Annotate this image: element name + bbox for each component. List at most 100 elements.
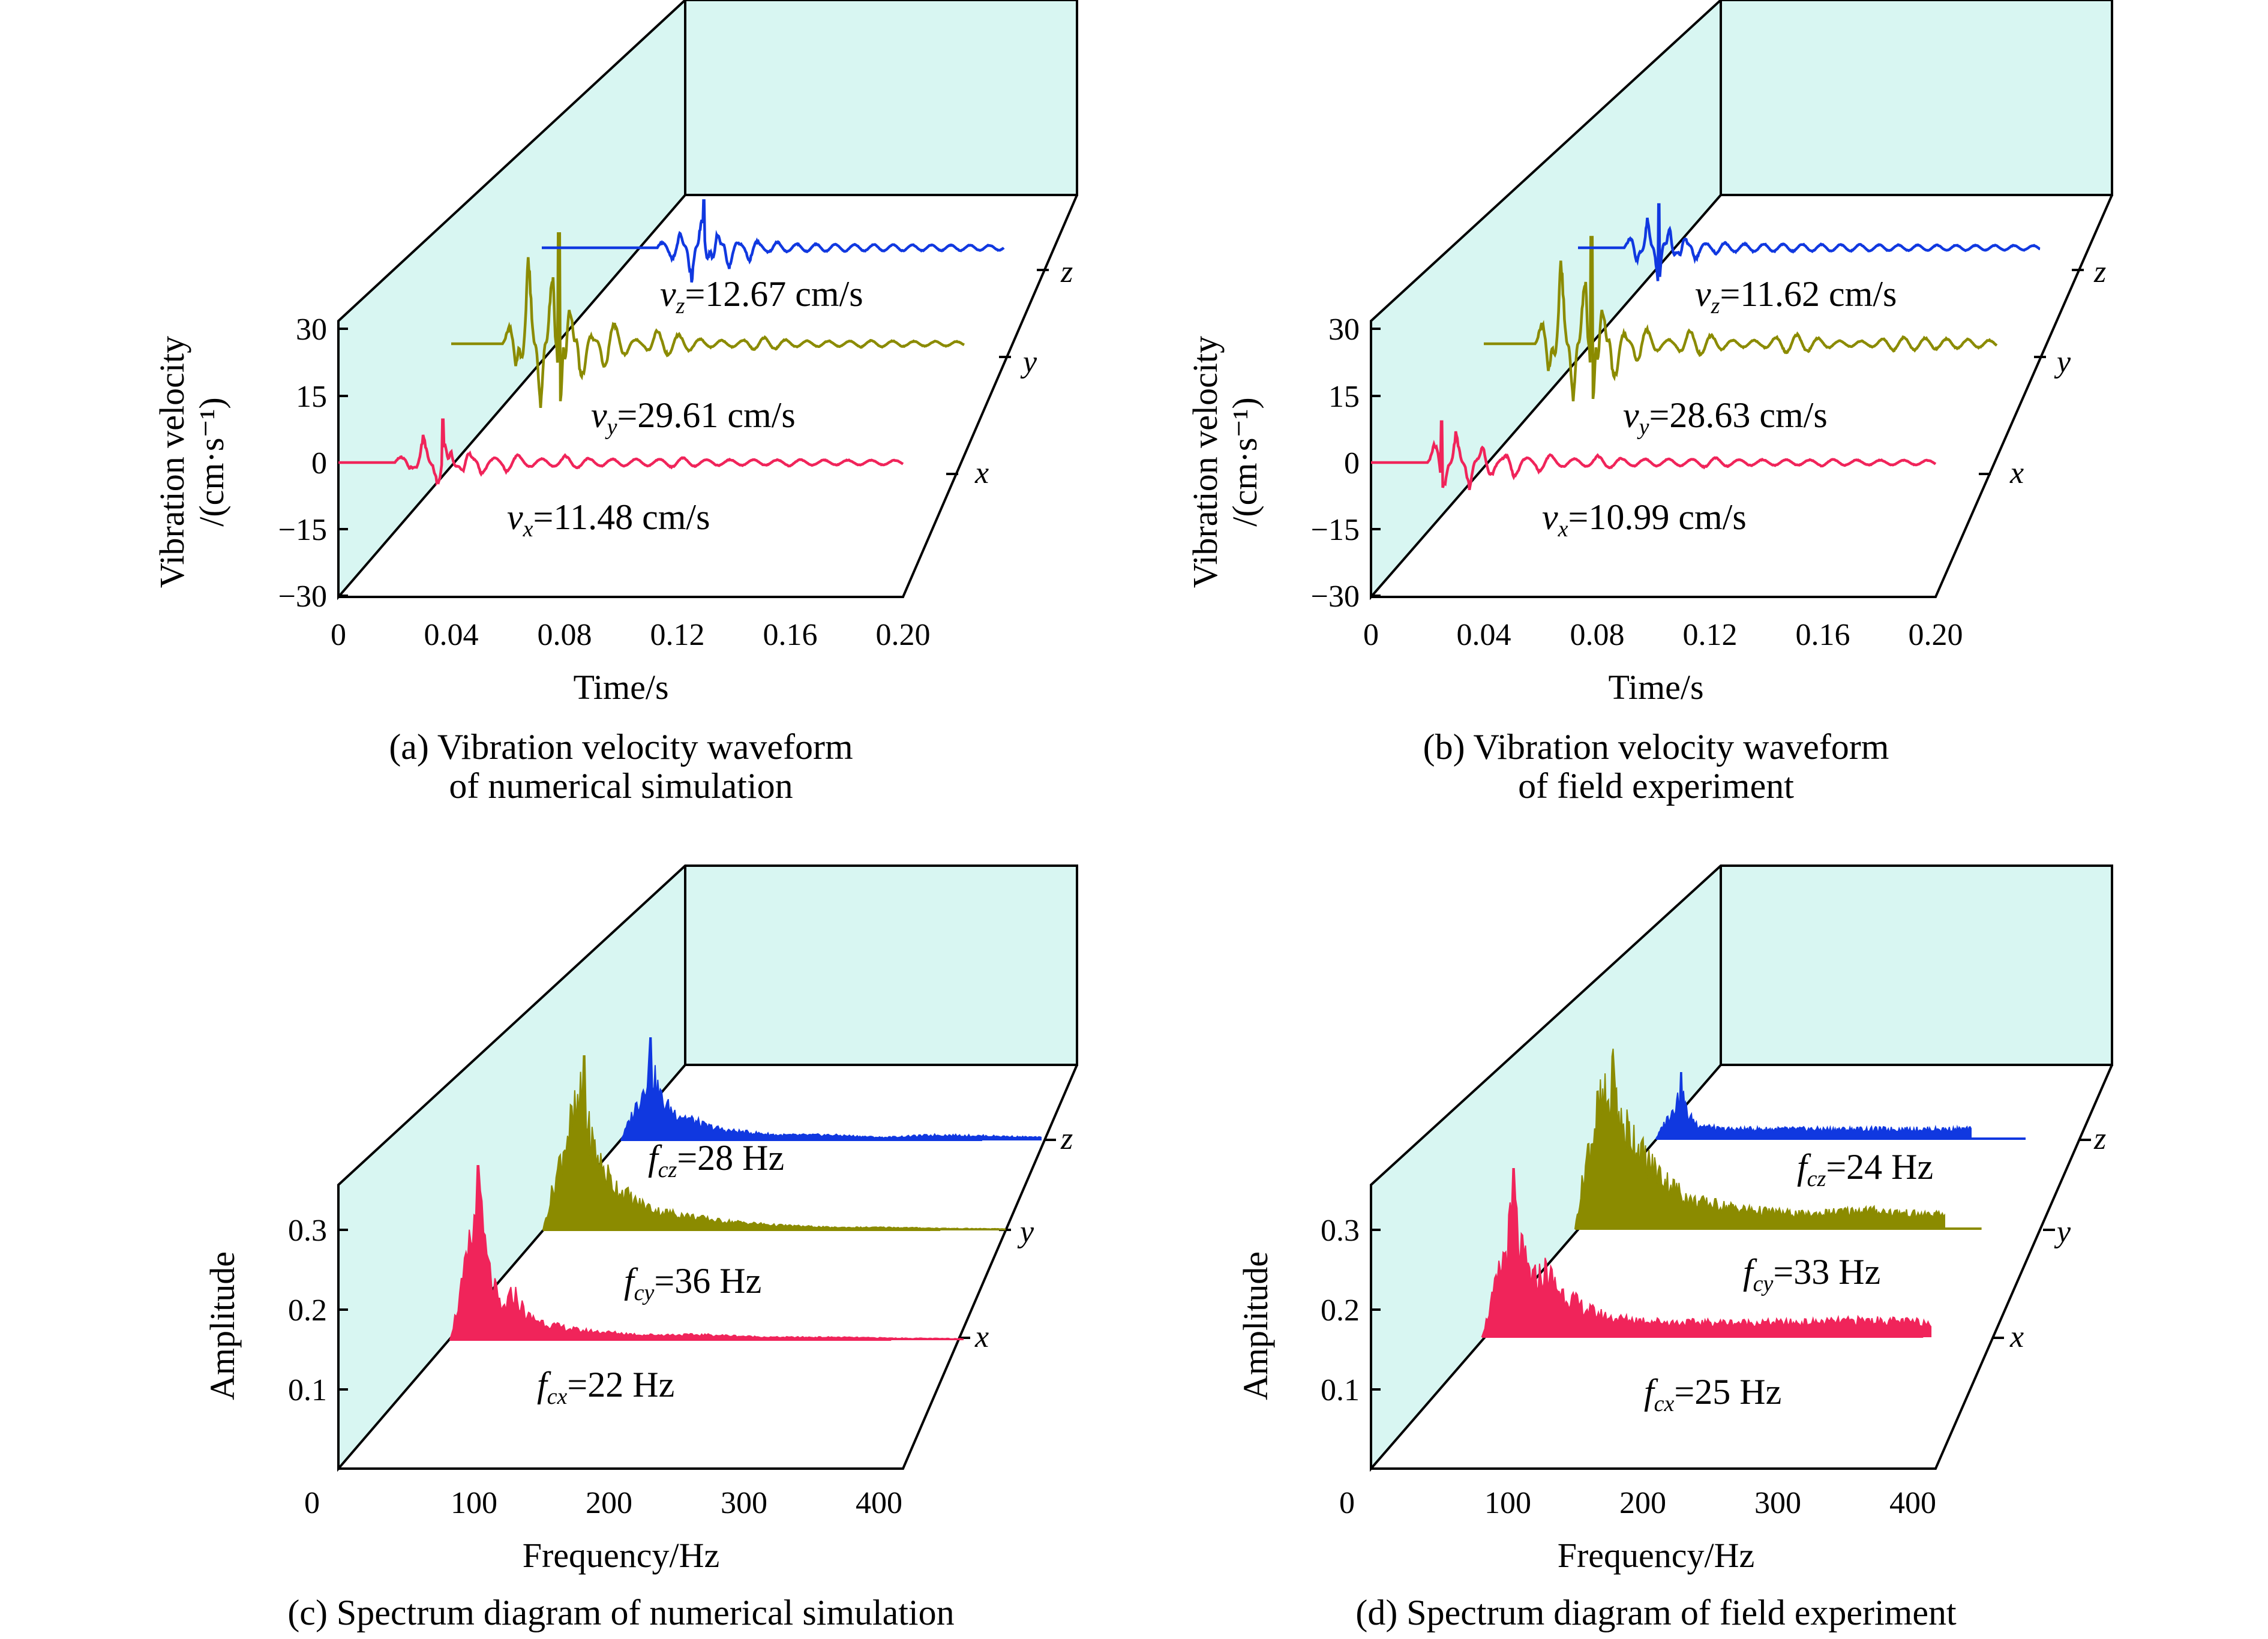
xtick-label: 0 (331, 618, 346, 652)
waveform-x (1371, 420, 1937, 491)
ytick-label: 30 (1328, 313, 1360, 347)
depth-label-y: y (2054, 345, 2071, 379)
waveform-z (1578, 203, 2041, 281)
panel-b-waveforms (1371, 203, 2041, 491)
ytick-label: −15 (278, 513, 327, 547)
annotation-vx: vx=10.99 cm/s (1542, 497, 1747, 542)
xtick-label: 0 (304, 1486, 320, 1520)
panel-c-caption: (c) Spectrum diagram of numerical simula… (287, 1593, 954, 1632)
panel-b-depth-axis: x y z (1979, 255, 2106, 490)
panel-d-spectra (1481, 1048, 2026, 1338)
panel-a-frame (337, 0, 1078, 598)
waveform-z (542, 199, 1005, 283)
depth-label-x: x (974, 1320, 989, 1354)
annotation-vz: vz=11.62 cm/s (1695, 274, 1897, 319)
annotation-fy: fcy=36 Hz (624, 1261, 761, 1305)
xtick-label: 0 (1339, 1486, 1355, 1520)
depth-label-y: y (1017, 1215, 1034, 1249)
ytick-label: 15 (296, 380, 327, 414)
depth-label-z: z (2093, 1122, 2106, 1156)
xtick-label: 300 (721, 1486, 767, 1520)
annotation-vx: vx=11.48 cm/s (507, 497, 710, 542)
panel-c-frame (337, 866, 1078, 1470)
panel-a-x-ticks: 0 0.04 0.08 0.12 0.16 0.20 (331, 618, 931, 652)
panel-b-xlabel: Time/s (1608, 668, 1703, 707)
ytick-label: 30 (296, 313, 327, 347)
ytick-label: −30 (278, 580, 327, 614)
ytick-label: 15 (1328, 380, 1360, 414)
panel-a-caption-line2: of numerical simulation (449, 766, 793, 806)
annotation-vy: vy=29.61 cm/s (591, 395, 796, 440)
xtick-label: 400 (1889, 1486, 1936, 1520)
panel-c-spectra (449, 1037, 1042, 1341)
panel-d: 0.3 0.2 0.1 0 100 200 300 400 x y z fcz=… (1236, 864, 2113, 1632)
panel-a: 30 15 0 −15 −30 0 0.04 0.08 0.12 0.16 0.… (152, 0, 1078, 806)
spectrum-y (542, 1055, 1006, 1230)
ytick-label: 0 (1344, 446, 1360, 481)
panel-b-frame (1370, 0, 2113, 598)
panel-a-y-ticks: 30 15 0 −15 −30 (278, 313, 348, 614)
xtick-label: 0.12 (1683, 618, 1738, 652)
panel-c-y-ticks: 0.3 0.2 0.1 (288, 1214, 348, 1407)
annotation-vy: vy=28.63 cm/s (1623, 395, 1828, 440)
ytick-label: −15 (1311, 513, 1360, 547)
depth-label-x: x (974, 456, 989, 490)
panel-b-caption-line2: of field experiment (1518, 766, 1794, 806)
waveform-x (338, 418, 904, 487)
ytick-label: 0.3 (288, 1214, 327, 1248)
waveform-y (1484, 236, 1998, 402)
annotation-vz: vz=12.67 cm/s (660, 274, 863, 319)
ytick-label: 0.1 (288, 1373, 327, 1407)
panel-a-xlabel: Time/s (573, 668, 668, 707)
ytick-label: 0.2 (1321, 1293, 1360, 1328)
panel-a-ylabel-line2: /(cm·s⁻¹) (192, 397, 231, 527)
depth-label-x: x (2009, 456, 2024, 490)
annotation-fz: fcz=24 Hz (1797, 1147, 1933, 1191)
xtick-label: 0.08 (1570, 618, 1625, 652)
ytick-label: 0 (311, 446, 327, 481)
xtick-label: 300 (1754, 1486, 1801, 1520)
ytick-label: 0.2 (288, 1293, 327, 1328)
xtick-label: 200 (1619, 1486, 1666, 1520)
spectrum-z (620, 1037, 1042, 1140)
xtick-label: 0.12 (650, 618, 705, 652)
panel-d-ylabel: Amplitude (1236, 1251, 1275, 1400)
xtick-label: 0.04 (424, 618, 479, 652)
panel-b-y-ticks: 30 15 0 −15 −30 (1311, 313, 1381, 614)
annotation-fx: fcx=25 Hz (1644, 1372, 1781, 1416)
xtick-label: 100 (451, 1486, 497, 1520)
panel-a-ylabel-line1: Vibration velocity (152, 336, 191, 588)
panel-d-x-ticks: 0 100 200 300 400 (1339, 1486, 1936, 1520)
depth-label-z: z (1060, 1122, 1073, 1156)
panel-d-xlabel: Frequency/Hz (1558, 1536, 1755, 1575)
panel-c: 0.3 0.2 0.1 0 100 200 300 400 x y z fcz=… (203, 864, 1078, 1632)
xtick-label: 0.20 (876, 618, 931, 652)
xtick-label: 0.20 (1909, 618, 1963, 652)
annotation-fx: fcx=22 Hz (537, 1365, 674, 1409)
panel-d-depth-axis: x y z (1992, 1122, 2106, 1354)
waveform-y (451, 232, 965, 409)
ytick-label: 0.3 (1321, 1214, 1360, 1248)
panel-a-waveforms (338, 199, 1005, 487)
panel-b-ylabel-line2: /(cm·s⁻¹) (1225, 397, 1264, 527)
xtick-label: 100 (1484, 1486, 1531, 1520)
xtick-label: 0.04 (1457, 618, 1511, 652)
xtick-label: 200 (586, 1486, 632, 1520)
annotation-fz: fcz=28 Hz (648, 1138, 784, 1182)
panel-d-frame (1370, 866, 2113, 1470)
depth-label-x: x (2009, 1320, 2024, 1354)
depth-label-z: z (2093, 255, 2106, 289)
panel-b-ylabel-line1: Vibration velocity (1186, 336, 1225, 588)
spectrum-z (1655, 1072, 1972, 1139)
xtick-label: 0 (1363, 618, 1379, 652)
xtick-label: 0.16 (1796, 618, 1850, 652)
spectrum-x (1481, 1168, 1932, 1337)
panel-a-caption-line1: (a) Vibration velocity waveform (389, 727, 853, 767)
spectrum-x (449, 1165, 964, 1340)
annotation-fy: fcy=33 Hz (1743, 1252, 1880, 1296)
xtick-label: 400 (856, 1486, 902, 1520)
panel-b: 30 15 0 −15 −30 0 0.04 0.08 0.12 0.16 0.… (1186, 0, 2113, 806)
panel-b-x-ticks: 0 0.04 0.08 0.12 0.16 0.20 (1363, 618, 1963, 652)
depth-label-y: y (1020, 345, 1037, 379)
